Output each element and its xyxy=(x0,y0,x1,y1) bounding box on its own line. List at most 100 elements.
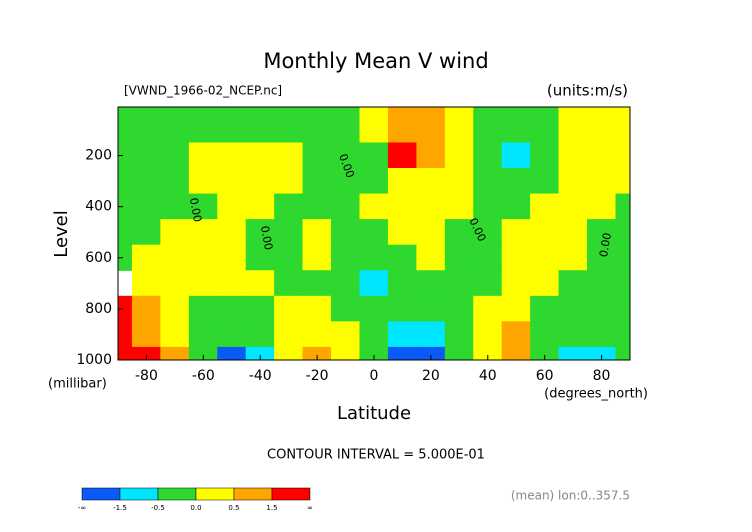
cell xyxy=(160,168,190,195)
cell xyxy=(331,193,361,220)
mean-note: (mean) lon:0..357.5 xyxy=(511,489,630,503)
cell xyxy=(615,142,631,169)
cell xyxy=(188,295,218,322)
cell xyxy=(444,142,474,169)
cell xyxy=(274,142,304,169)
cell xyxy=(615,219,631,246)
cell xyxy=(117,168,133,195)
cell xyxy=(217,168,247,195)
cell xyxy=(444,244,474,271)
cell xyxy=(444,168,474,195)
cell xyxy=(587,193,617,220)
cell xyxy=(359,321,389,348)
cell xyxy=(387,142,417,169)
units-label: (units:m/s) xyxy=(547,82,628,100)
cell xyxy=(274,346,304,361)
cell xyxy=(558,244,588,271)
cell xyxy=(245,244,275,271)
cell xyxy=(217,142,247,169)
cell xyxy=(359,270,389,297)
contour-fill xyxy=(117,106,631,361)
cell xyxy=(444,193,474,220)
cell xyxy=(359,142,389,169)
colorbar-label: 0.0 xyxy=(190,504,201,512)
cell xyxy=(444,295,474,322)
y-tick-label: 1000 xyxy=(76,352,112,368)
cell xyxy=(302,270,332,297)
cell xyxy=(501,168,531,195)
cell xyxy=(387,219,417,246)
cell xyxy=(217,219,247,246)
cell xyxy=(274,270,304,297)
cell xyxy=(558,106,588,144)
cell xyxy=(416,193,446,220)
cell xyxy=(188,106,218,144)
cell xyxy=(501,270,531,297)
x-tick-label: -40 xyxy=(249,368,272,384)
cell xyxy=(160,219,190,246)
cell xyxy=(444,219,474,246)
cell xyxy=(245,270,275,297)
cell xyxy=(387,321,417,348)
cell xyxy=(473,321,503,348)
cell xyxy=(530,321,560,348)
cell xyxy=(217,346,247,361)
cell xyxy=(416,106,446,144)
cell xyxy=(302,106,332,144)
cell xyxy=(387,295,417,322)
colorbar-swatch xyxy=(81,487,121,501)
cell xyxy=(387,244,417,271)
cell xyxy=(131,219,161,246)
cell xyxy=(473,270,503,297)
x-tick-label: -60 xyxy=(192,368,215,384)
cell xyxy=(359,106,389,144)
cell xyxy=(387,346,417,361)
y-axis-label: Level xyxy=(51,210,72,258)
cell xyxy=(117,219,133,246)
cell xyxy=(131,270,161,297)
file-label: [VWND_1966-02_NCEP.nc] xyxy=(124,84,282,98)
cell xyxy=(274,219,304,246)
cell xyxy=(615,244,631,271)
cell xyxy=(501,295,531,322)
x-axis-label: Latitude xyxy=(337,403,411,424)
cell xyxy=(501,106,531,144)
cell xyxy=(473,106,503,144)
cell xyxy=(217,244,247,271)
cell xyxy=(501,244,531,271)
cell xyxy=(359,295,389,322)
cell xyxy=(530,219,560,246)
cell xyxy=(245,321,275,348)
cell xyxy=(558,295,588,322)
cell xyxy=(274,321,304,348)
x-tick-label: 40 xyxy=(479,368,497,384)
cell xyxy=(444,346,474,361)
cell xyxy=(331,168,361,195)
cell xyxy=(530,193,560,220)
cell xyxy=(558,142,588,169)
x-tick-label: 60 xyxy=(536,368,554,384)
cell xyxy=(331,295,361,322)
contour-label: 0.00 xyxy=(258,225,275,251)
cell xyxy=(530,244,560,271)
cell xyxy=(501,142,531,169)
cell xyxy=(188,168,218,195)
cell xyxy=(501,219,531,246)
cell xyxy=(188,270,218,297)
x-tick-label: -20 xyxy=(306,368,329,384)
cell xyxy=(217,295,247,322)
cell xyxy=(274,244,304,271)
cell xyxy=(387,168,417,195)
cell xyxy=(558,346,588,361)
cell xyxy=(331,244,361,271)
cell xyxy=(302,219,332,246)
cell xyxy=(587,168,617,195)
cell xyxy=(416,321,446,348)
cell xyxy=(530,106,560,144)
colorbar-swatch xyxy=(157,487,197,501)
cell xyxy=(359,168,389,195)
cell xyxy=(302,193,332,220)
cell xyxy=(615,168,631,195)
cell xyxy=(558,219,588,246)
